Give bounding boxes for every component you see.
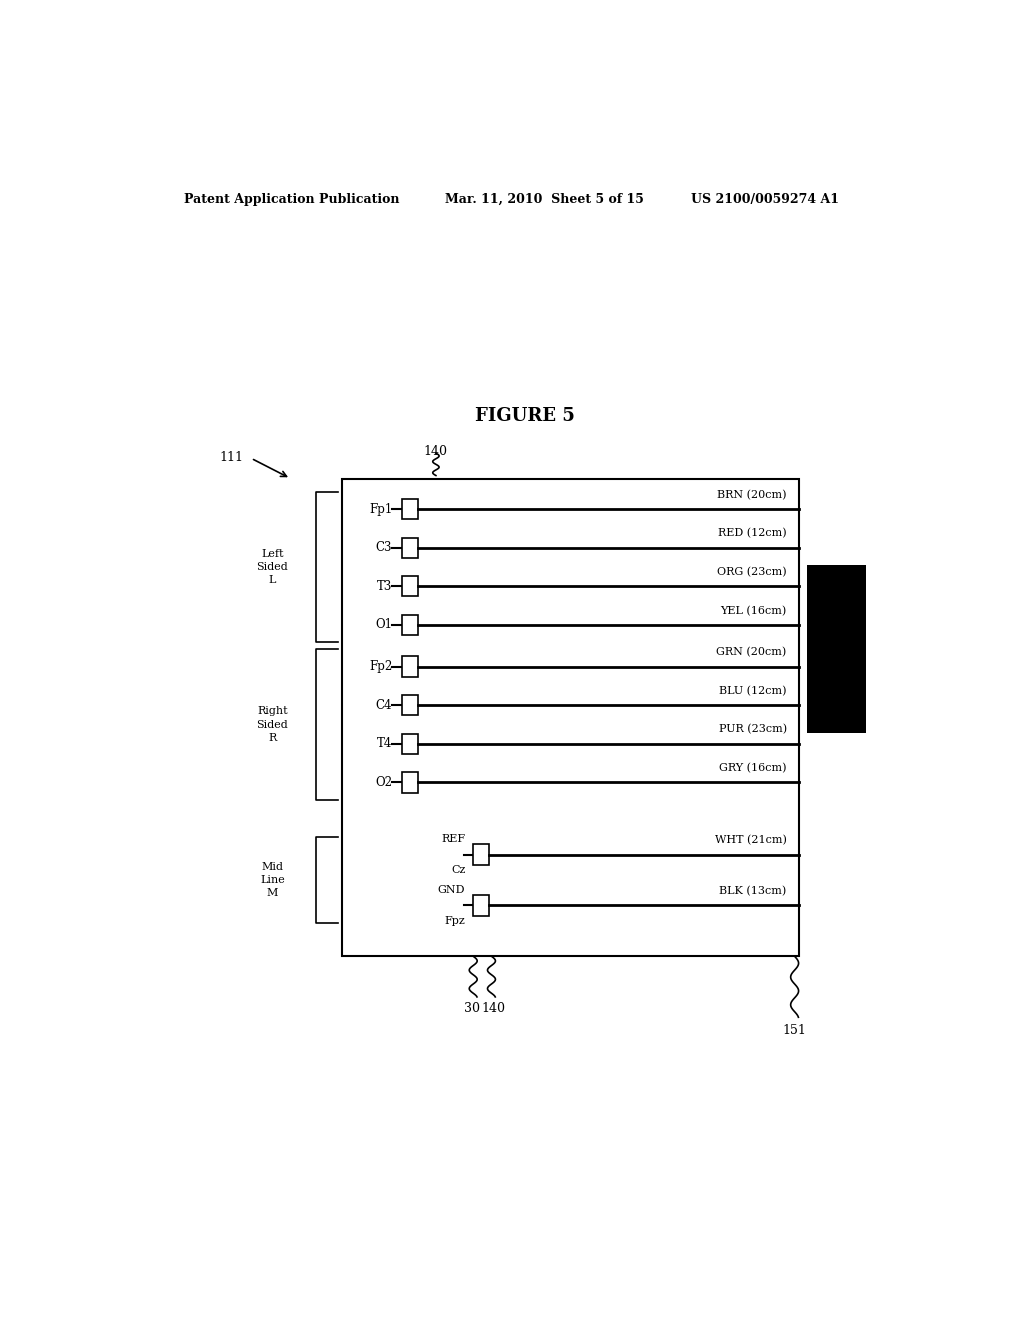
Bar [401,656,418,677]
Text: FIGURE 5: FIGURE 5 [475,408,574,425]
Text: Patent Application Publication: Patent Application Publication [183,193,399,206]
Text: Left
Sided
L: Left Sided L [257,549,289,585]
Text: Fp1: Fp1 [369,503,392,516]
Text: 140: 140 [424,445,447,458]
Text: Fp2: Fp2 [369,660,392,673]
Text: Fpz: Fpz [444,916,465,925]
Text: T4: T4 [377,738,392,750]
Bar [401,772,418,792]
Text: YEL (16cm): YEL (16cm) [721,606,786,615]
Text: REF: REF [441,834,465,845]
Bar [401,576,418,597]
Bar [401,615,418,635]
Text: GND: GND [438,886,465,895]
Text: BLU (12cm): BLU (12cm) [719,686,786,696]
Text: O2: O2 [375,776,392,789]
Text: GRN (20cm): GRN (20cm) [717,647,786,657]
Text: RED (12cm): RED (12cm) [718,528,786,539]
Text: ORG (23cm): ORG (23cm) [717,566,786,577]
Text: Cz: Cz [451,865,465,875]
Bar [401,734,418,754]
Bar [473,895,489,916]
Text: US 2100/0059274 A1: US 2100/0059274 A1 [691,193,840,206]
Bar [401,499,418,519]
Text: WHT (21cm): WHT (21cm) [715,836,786,846]
Text: BLK (13cm): BLK (13cm) [720,886,786,896]
Text: BRN (20cm): BRN (20cm) [717,490,786,500]
Text: C4: C4 [376,698,392,711]
Bar [401,696,418,715]
Text: PUR (23cm): PUR (23cm) [719,725,786,735]
Text: O1: O1 [375,619,392,631]
Text: 140: 140 [481,1002,505,1015]
Bar [342,479,799,956]
Text: Right
Sided
R: Right Sided R [257,706,289,743]
Text: 111: 111 [219,451,244,465]
Text: 30: 30 [464,1002,479,1015]
Bar [401,537,418,558]
Bar [807,565,866,733]
Text: T3: T3 [377,579,392,593]
Text: Mar. 11, 2010  Sheet 5 of 15: Mar. 11, 2010 Sheet 5 of 15 [445,193,644,206]
Bar [473,845,489,865]
Text: GRY (16cm): GRY (16cm) [719,763,786,774]
Text: Mid
Line
M: Mid Line M [260,862,285,898]
Text: 151: 151 [782,1024,807,1038]
Text: C3: C3 [376,541,392,554]
